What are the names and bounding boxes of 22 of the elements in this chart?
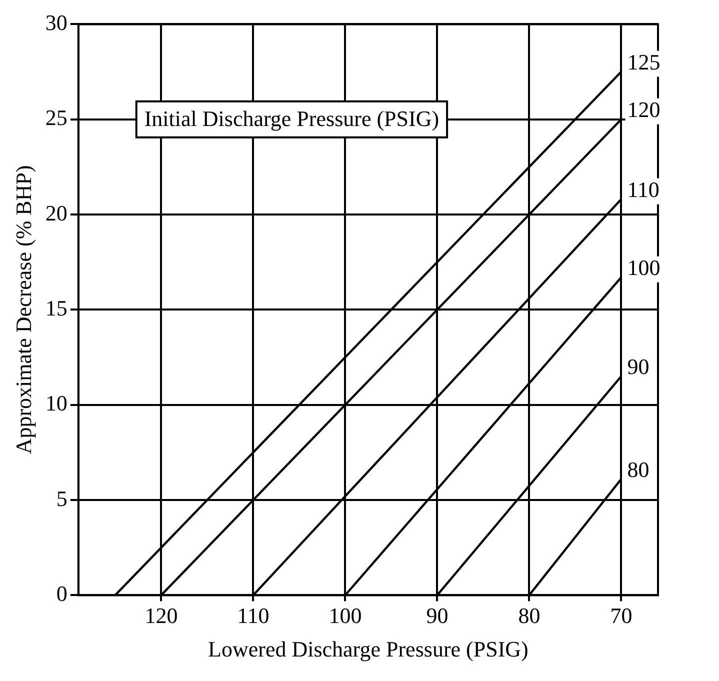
series-label: 100 bbox=[627, 255, 660, 280]
series-label: 80 bbox=[627, 456, 650, 482]
x-tick-label: 120 bbox=[144, 603, 178, 628]
x-tick-label: 80 bbox=[518, 603, 540, 628]
y-axis-title: Approximate Decrease (% BHP) bbox=[10, 165, 36, 454]
y-tick-label: 5 bbox=[56, 486, 68, 511]
y-tick-label: 0 bbox=[56, 580, 68, 606]
y-tick-label: 25 bbox=[45, 105, 68, 130]
series-label: 90 bbox=[627, 354, 650, 380]
series-label: 120 bbox=[627, 97, 660, 122]
x-axis-title: Lowered Discharge Pressure (PSIG) bbox=[208, 636, 528, 662]
x-tick-label: 90 bbox=[426, 603, 448, 628]
y-tick-label: 30 bbox=[45, 10, 68, 35]
x-tick-label: 110 bbox=[237, 603, 270, 628]
legend-title: Initial Discharge Pressure (PSIG) bbox=[144, 106, 440, 132]
x-tick-label: 70 bbox=[610, 603, 632, 628]
x-tick-label: 100 bbox=[328, 603, 362, 628]
y-tick-label: 15 bbox=[45, 295, 68, 320]
series-label: 125 bbox=[627, 50, 660, 75]
y-tick-label: 10 bbox=[45, 390, 68, 416]
series-label: 110 bbox=[627, 177, 660, 202]
y-tick-label: 20 bbox=[45, 200, 68, 226]
